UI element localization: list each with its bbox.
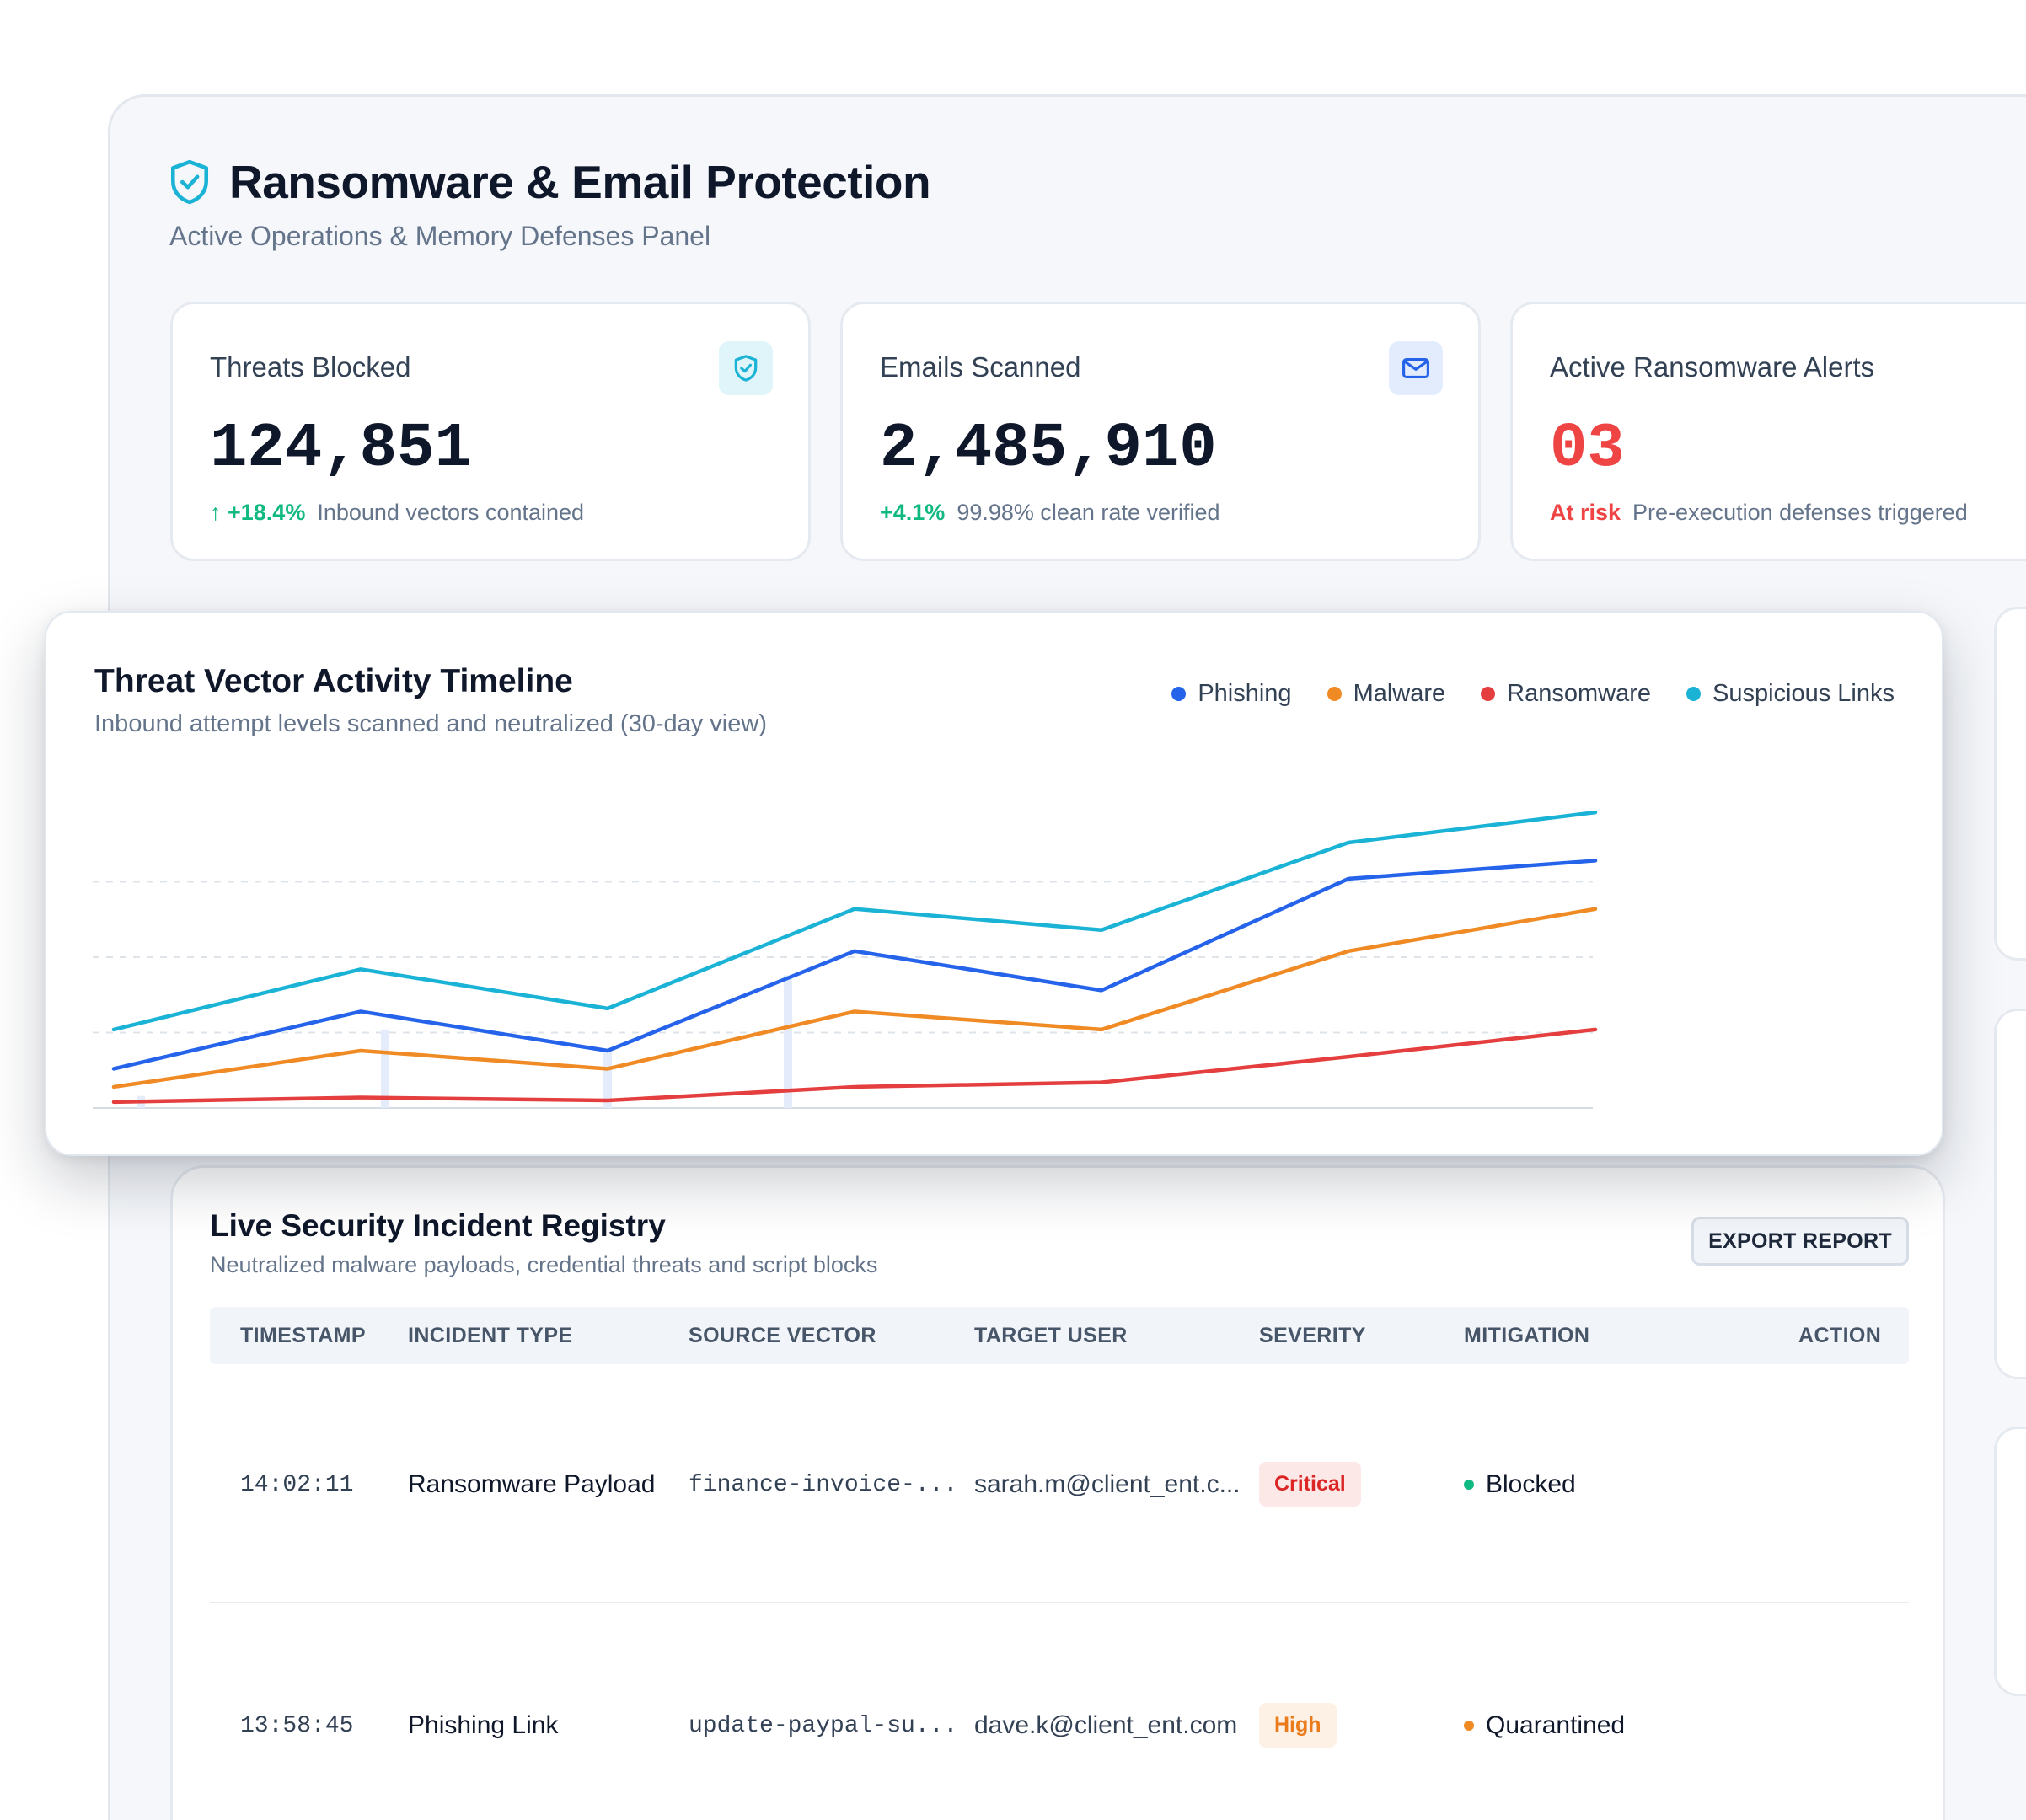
page-header: Ransomware & Email Protection bbox=[169, 155, 931, 209]
severity-badge: High bbox=[1259, 1703, 1337, 1748]
stat-value: 124,851 bbox=[210, 414, 472, 484]
side-card-middle bbox=[1994, 1009, 2026, 1379]
page-title: Ransomware & Email Protection bbox=[229, 156, 931, 208]
legend-item-malware[interactable]: Malware bbox=[1327, 680, 1446, 708]
legend-dot bbox=[1481, 687, 1496, 701]
mail-icon bbox=[1389, 341, 1443, 395]
column-header-timestamp[interactable]: TIMESTAMP bbox=[240, 1324, 366, 1347]
legend-item-suspicious-links[interactable]: Suspicious Links bbox=[1686, 680, 1895, 708]
line-chart bbox=[93, 810, 1598, 1109]
registry-subtitle: Neutralized malware payloads, credential… bbox=[210, 1252, 878, 1277]
chart-subtitle: Inbound attempt levels scanned and neutr… bbox=[94, 710, 767, 737]
legend-dot bbox=[1686, 687, 1701, 701]
stat-card-threats-blocked: Threats Blocked 124,851 ↑ +18.4% Inbound… bbox=[170, 302, 811, 561]
registry-title: Live Security Incident Registry bbox=[210, 1208, 666, 1243]
export-report-button[interactable]: EXPORT REPORT bbox=[1691, 1217, 1909, 1266]
legend-label: Phishing bbox=[1198, 680, 1292, 707]
stat-note: 99.98% clean rate verified bbox=[957, 500, 1220, 525]
threat-vector-chart-card: Threat Vector Activity Timeline Inbound … bbox=[45, 611, 1943, 1156]
table-header: TIMESTAMP INCIDENT TYPE SOURCE VECTOR TA… bbox=[210, 1307, 1909, 1364]
stat-trend: ↑ +18.4% bbox=[210, 500, 306, 525]
series-line-malware[interactable] bbox=[111, 907, 1598, 1089]
side-card-bottom bbox=[1994, 1427, 2026, 1696]
stat-footer: +4.1% 99.98% clean rate verified bbox=[880, 500, 1220, 526]
cell-timestamp: 14:02:11 bbox=[240, 1472, 354, 1498]
status-dot bbox=[1464, 1480, 1474, 1490]
table-row[interactable]: 13:58:45 Phishing Link update-paypal-su.… bbox=[210, 1605, 1909, 1820]
status-dot bbox=[1464, 1721, 1474, 1731]
mitigation-status: Blocked bbox=[1464, 1470, 1576, 1499]
legend-label: Ransomware bbox=[1507, 680, 1651, 707]
series-line-phishing[interactable] bbox=[111, 859, 1598, 1071]
column-header-source-vector[interactable]: SOURCE VECTOR bbox=[689, 1324, 876, 1347]
stat-risk-label: At risk bbox=[1550, 500, 1621, 525]
stat-footer: At risk Pre-execution defenses triggered bbox=[1550, 500, 1968, 526]
legend-item-phishing[interactable]: Phishing bbox=[1171, 680, 1292, 708]
mitigation-status: Quarantined bbox=[1464, 1711, 1625, 1740]
legend-dot bbox=[1327, 687, 1342, 701]
cell-target-user: dave.k@client_ent.com bbox=[974, 1711, 1238, 1739]
series-line-suspicious-links[interactable] bbox=[111, 810, 1598, 1032]
cell-timestamp: 13:58:45 bbox=[240, 1713, 354, 1739]
stat-label: Threats Blocked bbox=[210, 351, 411, 383]
activity-bar bbox=[784, 975, 792, 1108]
shield-check-icon bbox=[719, 341, 773, 395]
legend-item-ransomware[interactable]: Ransomware bbox=[1481, 680, 1651, 708]
stat-note: Inbound vectors contained bbox=[317, 500, 585, 525]
cell-incident-type: Ransomware Payload bbox=[408, 1470, 656, 1498]
legend-dot bbox=[1171, 687, 1187, 701]
cell-source-vector: update-paypal-su... bbox=[689, 1713, 958, 1739]
series-line-ransomware[interactable] bbox=[111, 1027, 1598, 1105]
stat-footer: ↑ +18.4% Inbound vectors contained bbox=[210, 500, 584, 526]
stat-label: Emails Scanned bbox=[880, 351, 1081, 383]
activity-bar bbox=[603, 1050, 612, 1108]
cell-source-vector: finance-invoice-... bbox=[689, 1472, 958, 1498]
severity-badge: Critical bbox=[1259, 1462, 1361, 1507]
incident-registry-card: Live Security Incident Registry Neutrali… bbox=[170, 1165, 1945, 1820]
chart-legend: Phishing Malware Ransomware Suspicious L… bbox=[1171, 680, 1895, 708]
stat-trend: +4.1% bbox=[880, 500, 946, 525]
page-subtitle: Active Operations & Memory Defenses Pane… bbox=[169, 221, 711, 251]
stat-label: Active Ransomware Alerts bbox=[1550, 351, 1875, 383]
stat-card-ransomware-alerts: Active Ransomware Alerts 03 At risk Pre-… bbox=[1510, 302, 2026, 561]
stat-value: 03 bbox=[1550, 414, 1625, 484]
column-header-mitigation[interactable]: MITIGATION bbox=[1464, 1324, 1590, 1347]
column-header-severity[interactable]: SEVERITY bbox=[1259, 1324, 1366, 1347]
legend-label: Suspicious Links bbox=[1712, 680, 1895, 707]
stat-card-emails-scanned: Emails Scanned 2,485,910 +4.1% 99.98% cl… bbox=[840, 302, 1481, 561]
stat-note: Pre-execution defenses triggered bbox=[1632, 500, 1968, 525]
activity-bar bbox=[381, 1029, 389, 1108]
cell-target-user: sarah.m@client_ent.c... bbox=[974, 1470, 1241, 1498]
chart-title: Threat Vector Activity Timeline bbox=[94, 663, 573, 699]
shield-check-icon bbox=[170, 159, 209, 205]
column-header-incident-type[interactable]: INCIDENT TYPE bbox=[408, 1324, 573, 1347]
column-header-action[interactable]: ACTION bbox=[1798, 1324, 1882, 1347]
side-card-top bbox=[1994, 607, 2026, 961]
mitigation-label: Blocked bbox=[1486, 1470, 1576, 1498]
column-header-target-user[interactable]: TARGET USER bbox=[974, 1324, 1128, 1347]
table-row[interactable]: 14:02:11 Ransomware Payload finance-invo… bbox=[210, 1364, 1909, 1603]
mitigation-label: Quarantined bbox=[1486, 1711, 1626, 1739]
legend-label: Malware bbox=[1353, 680, 1446, 707]
stat-value: 2,485,910 bbox=[880, 414, 1217, 484]
cell-incident-type: Phishing Link bbox=[408, 1711, 559, 1739]
